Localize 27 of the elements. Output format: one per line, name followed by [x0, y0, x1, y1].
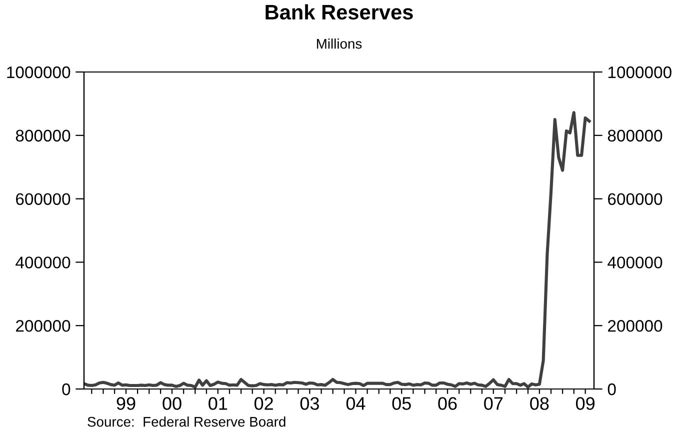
x-tick-label: 00 — [162, 397, 182, 410]
y2-tick-label: 200000 — [608, 320, 662, 332]
x-tick-label: 07 — [484, 397, 503, 410]
y2-tick-label: 1000000 — [608, 66, 672, 78]
x-tick-label: 09 — [576, 397, 595, 410]
y-tick-label: 1000000 — [7, 66, 70, 78]
x-tick-label: 01 — [208, 397, 228, 410]
x-tick-label: 08 — [530, 397, 549, 410]
chart-subtitle: Millions — [316, 38, 362, 49]
x-tick-label: 06 — [438, 397, 457, 410]
y2-tick-label: 600000 — [608, 193, 662, 206]
x-tick-label: 99 — [116, 397, 136, 410]
x-tick-label: 03 — [300, 397, 319, 410]
y-tick-label: 200000 — [16, 320, 70, 332]
x-tick-label: 02 — [254, 397, 273, 410]
x-tick-label: 04 — [346, 397, 366, 410]
y-tick-label: 0 — [62, 383, 70, 396]
chart-title: Bank Reserves — [266, 4, 413, 20]
y-tick-label: 600000 — [16, 193, 70, 206]
y2-tick-label: 0 — [608, 383, 616, 396]
y2-tick-label: 400000 — [608, 256, 662, 268]
y-tick-label: 400000 — [16, 256, 70, 268]
y2-tick-label: 800000 — [608, 130, 662, 142]
source-note: Source: Federal Reserve Board — [88, 416, 286, 427]
y-tick-label: 800000 — [16, 130, 70, 142]
line-series — [84, 111, 591, 389]
x-tick-label: 05 — [392, 397, 411, 410]
